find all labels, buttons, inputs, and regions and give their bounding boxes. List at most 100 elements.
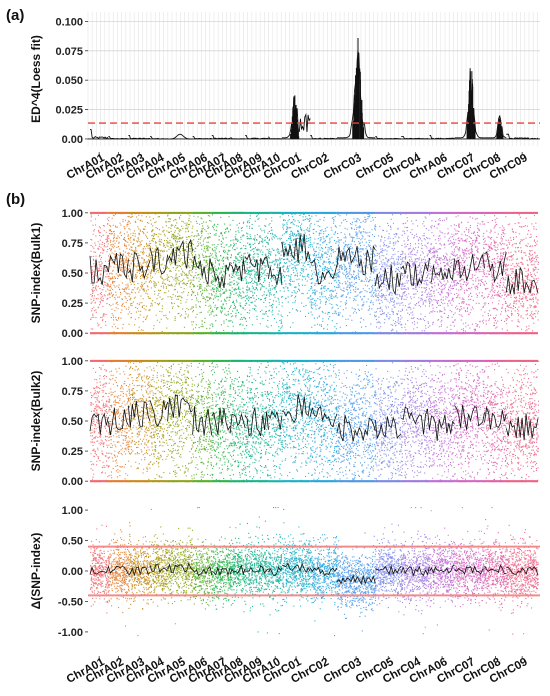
snp-points-chra09: [245, 212, 270, 335]
ytick-label: 0.00: [62, 566, 83, 578]
snp-points-chra10: [268, 507, 283, 635]
sliding-mean-line: [310, 258, 338, 285]
snp-points-chra07: [211, 212, 232, 335]
sliding-mean-line: [374, 264, 402, 296]
sliding-mean-line: [244, 407, 269, 437]
sliding-mean-line: [505, 413, 539, 441]
snp-points-chra03: [128, 360, 152, 483]
ytick-label: 0.00: [62, 476, 83, 488]
snp-points-chra02: [108, 212, 130, 335]
snp-points-chrc04: [401, 507, 431, 635]
snp-points-chra06: [429, 360, 456, 483]
snp-points-chra03: [128, 212, 152, 335]
snp-points-chrc01: [282, 508, 312, 607]
bulk1-plot: 0.00 0.25 0.50 0.75 1.00 SNP-index(Bulk1): [29, 208, 540, 340]
snp-points-chra05: [167, 212, 194, 335]
sliding-mean-line: [192, 406, 213, 436]
sliding-mean-line: [281, 233, 311, 263]
sliding-mean-line: [429, 414, 455, 441]
ytick-label: 0.050: [55, 75, 83, 87]
snp-points-chra07: [211, 526, 232, 610]
snp-points-chra06: [192, 360, 213, 483]
sliding-mean-line: [211, 407, 231, 435]
panel-a-xticks: ChrA01ChrA02ChrA03ChrA04ChrA05ChrA06ChrA…: [65, 152, 530, 182]
sliding-mean-line: [211, 261, 231, 289]
snp-points-chra08: [230, 360, 247, 483]
snp-points-chra03: [128, 522, 152, 637]
sliding-mean-line: [167, 238, 193, 269]
ylabel: Δ(SNP-index): [29, 533, 43, 610]
bulk2-plot: 0.00 0.25 0.50 0.75 1.00 SNP-index(Bulk2): [29, 356, 540, 488]
sliding-mean-line: [245, 564, 269, 574]
sliding-mean-line: [229, 564, 246, 576]
sliding-mean-line: [336, 574, 376, 585]
sliding-mean-line: [484, 564, 507, 574]
sliding-mean-line: [89, 255, 109, 285]
ytick-label: 0.50: [62, 536, 83, 548]
ytick-label: 0.75: [62, 386, 83, 398]
snp-points-chrc03: [337, 532, 377, 632]
sliding-mean-line: [309, 406, 338, 428]
snp-points-chrc09: [506, 524, 539, 635]
sliding-mean-line: [484, 251, 507, 283]
snp-points-chra05: [167, 360, 194, 483]
sliding-mean-line: [281, 562, 311, 574]
snp-points-chrc03: [337, 212, 377, 335]
snp-points-chra06: [192, 507, 213, 610]
sliding-mean-line: [400, 406, 430, 435]
sliding-mean-line: [149, 564, 168, 573]
sliding-mean-line: [167, 562, 193, 573]
sliding-mean-line: [229, 413, 246, 434]
sliding-mean-line: [268, 266, 283, 286]
ytick-label: 0.075: [55, 46, 83, 58]
panel-a-ylabel: ED^4(Loess fit): [29, 35, 43, 123]
sliding-mean-line: [108, 407, 129, 436]
snp-points-chrc05: [375, 360, 403, 483]
sliding-mean-line: [128, 401, 151, 428]
snp-points-chrc01: [281, 360, 312, 483]
panel-b-tag: (b): [6, 191, 25, 208]
panel-a-yticks: 0.00 0.025 0.050 0.075 0.100: [55, 16, 88, 146]
sliding-mean-line: [229, 259, 246, 282]
sliding-mean-line: [484, 406, 507, 430]
sliding-mean-line: [128, 566, 151, 577]
snp-points-chra04: [150, 212, 169, 335]
sliding-mean-line: [454, 253, 485, 281]
snp-points-chrc04: [401, 360, 431, 483]
snp-points-chra09: [245, 516, 270, 634]
snp-points-chrc08: [484, 212, 508, 335]
ytick-label: 0.025: [55, 105, 83, 117]
snp-points-chrc08: [484, 507, 508, 631]
sliding-mean-line: [149, 246, 168, 275]
snp-points-chrc04: [401, 212, 431, 335]
snp-points-chra10: [268, 212, 283, 335]
sliding-mean-line: [374, 416, 402, 439]
snp-points-chrc02: [310, 534, 338, 637]
ytick-label: 0.100: [55, 16, 83, 28]
ytick-label: 0.50: [62, 268, 83, 280]
snp-points-chra01: [90, 360, 110, 483]
sliding-mean-line: [400, 258, 430, 287]
panel-a-bars: [88, 38, 540, 140]
sliding-mean-line: [454, 565, 485, 575]
sliding-mean-line: [108, 565, 129, 575]
snp-points-chra05: [167, 527, 194, 625]
ytick-label: -1.00: [58, 627, 83, 639]
sliding-mean-line: [309, 566, 338, 577]
delta-plot: -1.00 -0.50 0.00 0.50 1.00 Δ(SNP-index): [29, 505, 540, 639]
snp-points-chrc05: [375, 523, 403, 613]
sliding-mean-line: [268, 565, 283, 576]
sliding-mean-line: [400, 565, 430, 577]
ytick-label: 1.00: [62, 505, 83, 517]
snp-points-chrc03: [337, 360, 377, 483]
sliding-mean-line: [336, 244, 376, 276]
snp-points-chra08: [230, 212, 247, 335]
ytick-label: 1.00: [62, 208, 83, 220]
snp-points-chra02: [108, 529, 130, 627]
sliding-mean-line: [89, 412, 109, 435]
ytick-label: -0.50: [58, 596, 83, 608]
snp-points-chrc05: [375, 212, 403, 335]
snp-points-chra10: [268, 360, 283, 483]
sliding-mean-line: [454, 404, 485, 430]
sliding-mean-line: [192, 565, 213, 576]
